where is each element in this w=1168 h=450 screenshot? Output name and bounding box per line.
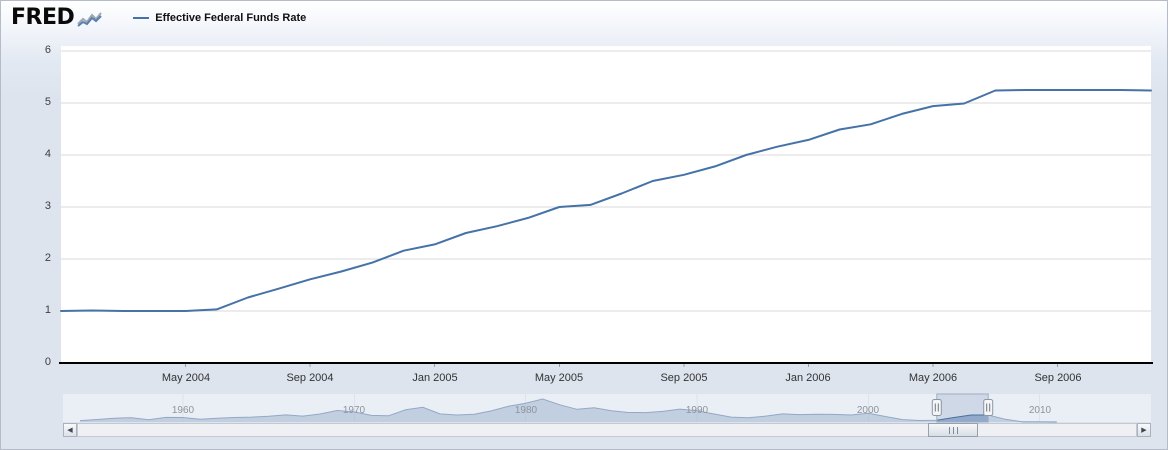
horizontal-scrollbar[interactable]: ◀ ▶ bbox=[63, 423, 1151, 437]
legend-line-icon bbox=[133, 17, 150, 19]
navigator-line bbox=[80, 398, 1057, 423]
navigator-label-2010: 2010 bbox=[1028, 405, 1052, 416]
navigator-label-1990: 1990 bbox=[685, 405, 709, 416]
navigator-handle-right[interactable] bbox=[983, 399, 994, 416]
navigator-mask-left bbox=[63, 394, 937, 422]
effr-series-line[interactable] bbox=[60, 89, 1152, 312]
navigator-area[interactable] bbox=[80, 399, 1057, 422]
scrollbar-right-button[interactable]: ▶ bbox=[1137, 423, 1151, 437]
navigator-mask-right bbox=[988, 394, 1151, 422]
scroll-right-icon: ▶ bbox=[1141, 426, 1147, 434]
legend-item-effr[interactable]: Effective Federal Funds Rate bbox=[133, 12, 306, 24]
scrollbar-thumb[interactable] bbox=[928, 423, 979, 437]
x-axis-label-may2006: May 2006 bbox=[908, 372, 958, 384]
navigator-label-1970: 1970 bbox=[342, 405, 366, 416]
navigator-handle-left[interactable] bbox=[931, 399, 942, 416]
y-axis-label-5: 5 bbox=[44, 96, 51, 108]
x-axis-label-may2004: May 2004 bbox=[161, 372, 211, 384]
y-axis-label-0: 0 bbox=[44, 356, 51, 368]
y-axis-label-2: 2 bbox=[44, 252, 51, 264]
x-axis-label-jan2005: Jan 2005 bbox=[412, 372, 458, 384]
x-axis-label-jan2006: Jan 2006 bbox=[785, 372, 831, 384]
y-axis-label-6: 6 bbox=[44, 44, 51, 56]
x-axis-label-sep2005: Sep 2005 bbox=[660, 372, 708, 384]
y-axis-label-1: 1 bbox=[44, 304, 51, 316]
y-axis-label-4: 4 bbox=[44, 148, 51, 160]
navigator-window[interactable] bbox=[936, 393, 989, 423]
fred-logo: FRED bbox=[11, 5, 75, 30]
plot-background bbox=[61, 46, 1151, 363]
legend-label: Effective Federal Funds Rate bbox=[155, 12, 307, 24]
x-axis-label-may2005: May 2005 bbox=[534, 372, 584, 384]
fred-logo-sparkline-icon bbox=[77, 12, 103, 27]
scroll-left-icon: ◀ bbox=[67, 426, 73, 434]
scrollbar-left-button[interactable]: ◀ bbox=[63, 423, 77, 437]
x-axis-label-sep2004: Sep 2004 bbox=[286, 372, 334, 384]
navigator-label-2000: 2000 bbox=[856, 405, 880, 416]
x-axis-label-sep2006: Sep 2006 bbox=[1034, 372, 1082, 384]
chart-header: FRED Effective Federal Funds Rate bbox=[1, 1, 1167, 35]
scrollbar-thumb-grip-icon bbox=[948, 426, 958, 434]
navigator-label-1960: 1960 bbox=[171, 405, 195, 416]
y-axis-label-3: 3 bbox=[44, 200, 51, 212]
navigator-label-1980: 1980 bbox=[514, 405, 538, 416]
scrollbar-track[interactable] bbox=[77, 423, 1137, 437]
